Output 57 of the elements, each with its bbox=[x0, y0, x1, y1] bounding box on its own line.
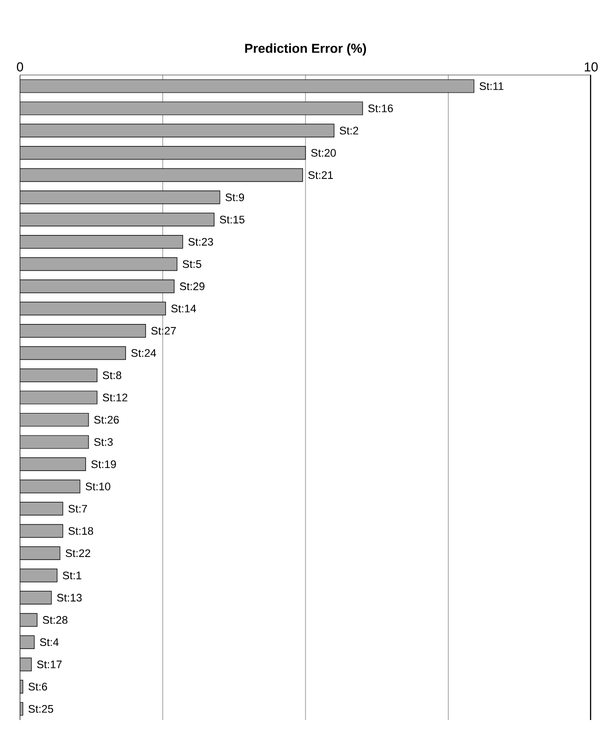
bar bbox=[20, 435, 89, 449]
y-tick-label: St:12 bbox=[102, 394, 128, 402]
y-tick-label: St:10 bbox=[86, 482, 110, 490]
bar bbox=[20, 480, 80, 494]
y-tick-label: St:3 bbox=[94, 438, 113, 446]
bar bbox=[20, 212, 214, 226]
bar bbox=[20, 390, 98, 404]
bar bbox=[20, 346, 126, 360]
bar bbox=[20, 590, 52, 604]
x-tick-label: 10 bbox=[584, 62, 598, 72]
y-tick-label: St:7 bbox=[68, 504, 87, 513]
bar bbox=[20, 190, 220, 204]
y-tick-label: St:19 bbox=[91, 460, 116, 468]
bar bbox=[20, 502, 64, 516]
bar bbox=[20, 568, 58, 582]
bar bbox=[20, 412, 89, 427]
y-tick-label: St:2 bbox=[340, 126, 358, 134]
bar bbox=[20, 635, 35, 649]
y-tick-label: St:4 bbox=[40, 638, 59, 646]
y-tick-label: St:22 bbox=[66, 549, 90, 558]
y-tick-label: St:25 bbox=[28, 705, 54, 713]
bar bbox=[20, 124, 334, 138]
bar bbox=[20, 79, 474, 93]
y-tick-label: St:11 bbox=[480, 82, 504, 90]
y-tick-label: St:1 bbox=[62, 572, 82, 580]
bar bbox=[20, 613, 38, 627]
y-tick-label: St:17 bbox=[37, 660, 62, 668]
y-tick-label: St:9 bbox=[226, 193, 244, 202]
x-tick-label: 0 bbox=[16, 62, 24, 72]
bar bbox=[20, 302, 166, 316]
y-tick-label: St:23 bbox=[188, 238, 214, 246]
y-tick-label: St:28 bbox=[42, 616, 68, 624]
bar bbox=[20, 235, 184, 249]
bar bbox=[20, 324, 146, 338]
y-tick-label: St:18 bbox=[68, 527, 94, 535]
y-tick-label: St:15 bbox=[220, 216, 244, 224]
bar bbox=[20, 257, 178, 271]
y-tick-label: St:24 bbox=[131, 349, 156, 357]
bar bbox=[20, 279, 174, 294]
bar bbox=[20, 546, 60, 560]
y-tick-label: St:14 bbox=[171, 304, 196, 312]
y-tick-label: St:16 bbox=[368, 104, 393, 112]
y-tick-label: St:13 bbox=[57, 594, 82, 602]
y-tick-label: St:26 bbox=[94, 416, 119, 424]
bar bbox=[20, 524, 64, 538]
y-tick-label: St:6 bbox=[28, 682, 48, 691]
y-tick-label: St:29 bbox=[180, 282, 204, 290]
y-tick-label: St:5 bbox=[182, 260, 202, 268]
bar bbox=[20, 457, 86, 472]
y-tick-label: St:8 bbox=[102, 371, 122, 380]
bar bbox=[20, 168, 303, 182]
bar bbox=[20, 146, 306, 160]
bar bbox=[20, 368, 98, 382]
bar bbox=[20, 102, 363, 116]
x-axis-title: Prediction Error (%) bbox=[245, 43, 366, 56]
y-tick-label: St:21 bbox=[308, 171, 333, 179]
y-tick-label: St:20 bbox=[311, 148, 336, 157]
